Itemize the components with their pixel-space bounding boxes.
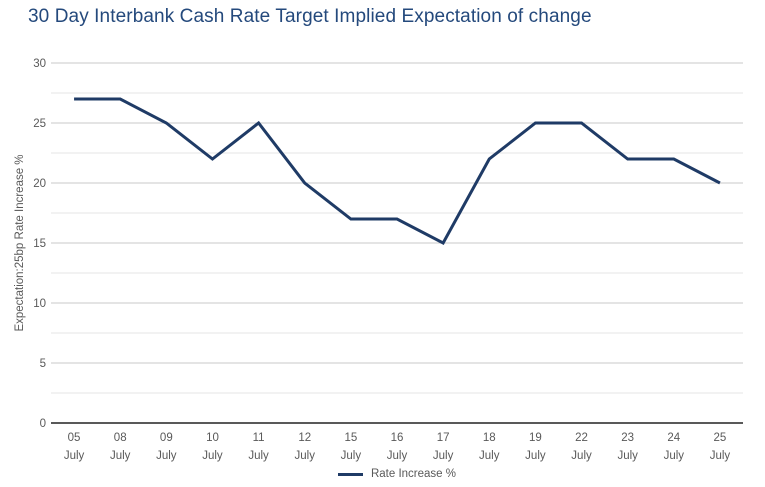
chart-title: 30 Day Interbank Cash Rate Target Implie…	[28, 6, 592, 27]
x-tick-label: 09 July	[156, 432, 177, 462]
x-tick-label: 18 July	[479, 432, 500, 462]
legend-label: Rate Increase %	[370, 468, 456, 480]
y-tick-label: 10	[33, 298, 46, 310]
series-line	[74, 97, 721, 246]
x-tick-label: 15 July	[341, 432, 362, 462]
y-tick-label: 30	[33, 58, 46, 70]
legend-line-swatch	[337, 472, 363, 476]
y-tick-label: 20	[33, 178, 46, 190]
x-tick-label: 25 July	[710, 432, 731, 462]
x-tick-label: 08 July	[110, 432, 131, 462]
x-tick-label: 23 July	[617, 432, 638, 462]
legend: Rate Increase %	[51, 466, 743, 482]
x-tick-label: 22 July	[571, 432, 592, 462]
x-tick-label: 16 July	[387, 432, 408, 462]
x-tick-label: 05 July	[64, 432, 85, 462]
y-tick-label: 25	[33, 118, 46, 130]
y-tick-label: 0	[40, 418, 46, 430]
x-tick-label: 12 July	[295, 432, 316, 462]
x-tick-label: 24 July	[664, 432, 685, 462]
x-tick-label: 10 July	[202, 432, 223, 462]
y-tick-label: 5	[40, 358, 46, 370]
y-tick-label: 15	[33, 238, 46, 250]
x-tick-label: 11 July	[248, 432, 269, 462]
x-tick-label: 17 July	[433, 432, 454, 462]
x-tick-label: 19 July	[525, 432, 546, 462]
